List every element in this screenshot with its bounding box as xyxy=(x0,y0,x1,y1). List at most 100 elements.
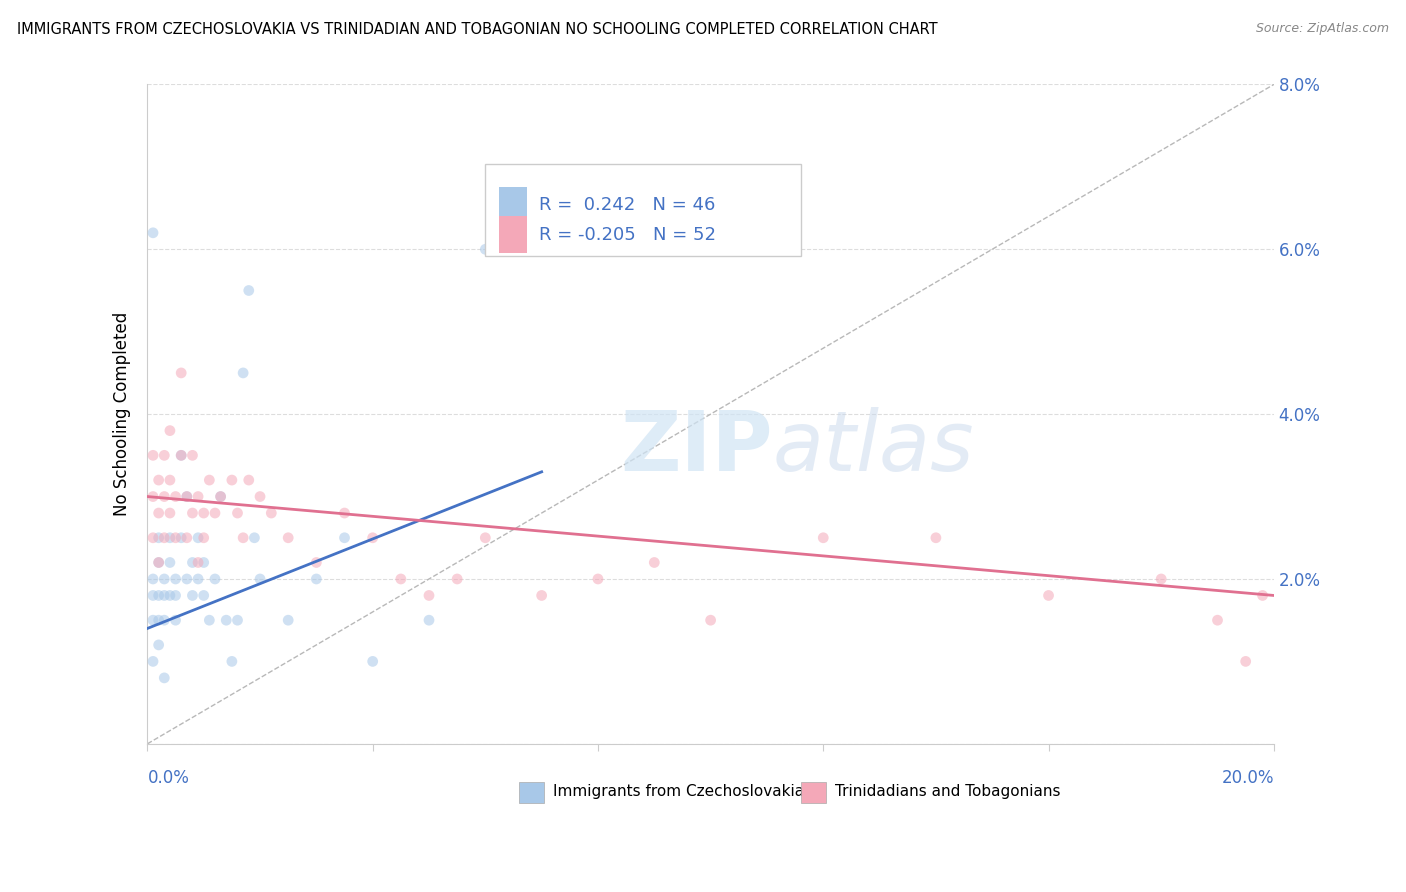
Point xyxy=(181,506,204,520)
Point xyxy=(198,613,221,627)
Text: Trinidadians and Tobagonians: Trinidadians and Tobagonians xyxy=(835,784,1060,799)
Point xyxy=(193,506,215,520)
Point xyxy=(260,506,283,520)
Point xyxy=(249,572,271,586)
Point xyxy=(277,531,299,545)
Point xyxy=(1150,572,1173,586)
Point xyxy=(159,506,181,520)
Point xyxy=(170,531,193,545)
Point xyxy=(142,613,165,627)
Point xyxy=(187,556,209,570)
Point xyxy=(165,490,187,504)
Point xyxy=(170,448,193,462)
Point xyxy=(1251,589,1274,603)
Text: IMMIGRANTS FROM CZECHOSLOVAKIA VS TRINIDADIAN AND TOBAGONIAN NO SCHOOLING COMPLE: IMMIGRANTS FROM CZECHOSLOVAKIA VS TRINID… xyxy=(17,22,938,37)
Point xyxy=(249,490,271,504)
Point xyxy=(925,531,948,545)
Point xyxy=(142,654,165,668)
Point xyxy=(193,556,215,570)
Point xyxy=(198,473,221,487)
Point xyxy=(142,226,165,240)
Point xyxy=(333,506,356,520)
Point xyxy=(333,531,356,545)
Point xyxy=(153,531,176,545)
Point xyxy=(305,556,328,570)
Point xyxy=(142,572,165,586)
Point xyxy=(187,531,209,545)
FancyBboxPatch shape xyxy=(485,163,801,256)
Bar xyxy=(499,186,527,223)
Text: atlas: atlas xyxy=(772,407,974,488)
Text: Immigrants from Czechoslovakia: Immigrants from Czechoslovakia xyxy=(553,784,804,799)
Point xyxy=(699,613,721,627)
Point xyxy=(159,556,181,570)
Text: Source: ZipAtlas.com: Source: ZipAtlas.com xyxy=(1256,22,1389,36)
Point xyxy=(176,531,198,545)
Point xyxy=(148,638,170,652)
Text: R = -0.205   N = 52: R = -0.205 N = 52 xyxy=(540,226,717,244)
Point xyxy=(165,613,187,627)
Point xyxy=(170,448,193,462)
Point xyxy=(148,531,170,545)
Point xyxy=(226,506,249,520)
Point xyxy=(176,572,198,586)
Point xyxy=(813,531,835,545)
Point xyxy=(238,284,260,298)
Point xyxy=(148,473,170,487)
Point xyxy=(361,531,384,545)
Point xyxy=(153,572,176,586)
Point xyxy=(446,572,468,586)
Point xyxy=(176,490,198,504)
Point xyxy=(204,506,226,520)
Point xyxy=(142,448,165,462)
Text: 20.0%: 20.0% xyxy=(1222,770,1274,788)
Point xyxy=(209,490,232,504)
Point xyxy=(148,613,170,627)
Point xyxy=(187,490,209,504)
Point xyxy=(181,448,204,462)
Point xyxy=(193,589,215,603)
Point xyxy=(181,556,204,570)
Point xyxy=(142,531,165,545)
Point xyxy=(153,671,176,685)
Point xyxy=(187,572,209,586)
Y-axis label: No Schooling Completed: No Schooling Completed xyxy=(114,312,131,516)
Point xyxy=(243,531,266,545)
Point xyxy=(221,654,243,668)
Point xyxy=(418,589,440,603)
Text: R =  0.242   N = 46: R = 0.242 N = 46 xyxy=(540,196,716,214)
Point xyxy=(159,531,181,545)
Point xyxy=(193,531,215,545)
Point xyxy=(1206,613,1229,627)
Point xyxy=(232,366,254,380)
Point xyxy=(153,490,176,504)
Point xyxy=(361,654,384,668)
Point xyxy=(418,613,440,627)
Point xyxy=(474,531,496,545)
Point xyxy=(159,473,181,487)
Point xyxy=(586,572,609,586)
Point xyxy=(148,556,170,570)
Point xyxy=(159,589,181,603)
Point xyxy=(221,473,243,487)
Point xyxy=(142,490,165,504)
Bar xyxy=(801,782,825,803)
Bar xyxy=(519,782,544,803)
Point xyxy=(1234,654,1257,668)
Text: 0.0%: 0.0% xyxy=(148,770,190,788)
Point xyxy=(305,572,328,586)
Point xyxy=(238,473,260,487)
Point xyxy=(215,613,238,627)
Point xyxy=(148,556,170,570)
Text: ZIP: ZIP xyxy=(620,407,773,488)
Point xyxy=(165,572,187,586)
Point xyxy=(209,490,232,504)
Point xyxy=(176,490,198,504)
Point xyxy=(165,531,187,545)
Point xyxy=(148,589,170,603)
Point xyxy=(1038,589,1060,603)
Point xyxy=(153,613,176,627)
Point xyxy=(389,572,412,586)
Point xyxy=(232,531,254,545)
Point xyxy=(204,572,226,586)
